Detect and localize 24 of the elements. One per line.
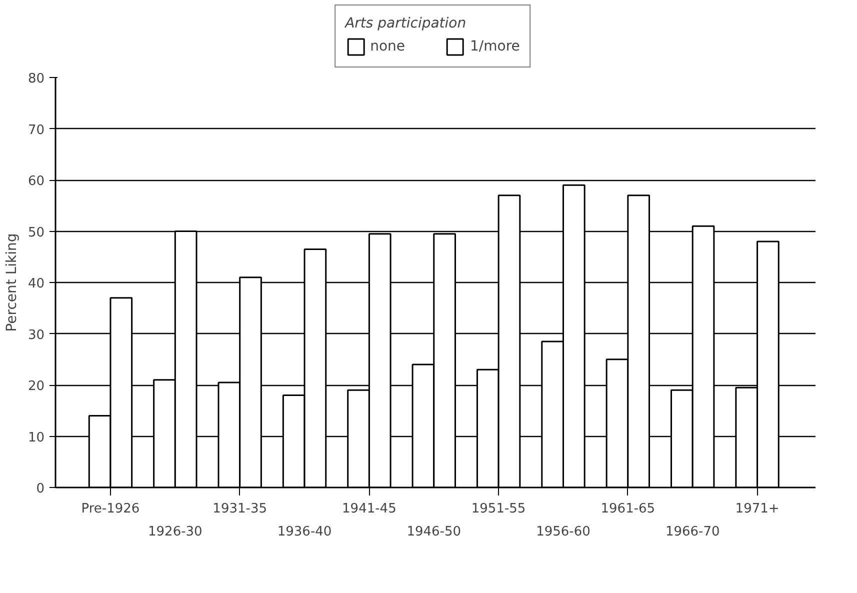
y-tick-label: 70 [28, 122, 45, 138]
y-tick-label: 50 [28, 225, 45, 240]
x-tick-label: 1941-45 [342, 502, 396, 516]
y-tick-label: 0 [36, 482, 45, 496]
y-tick-label: 10 [28, 430, 45, 446]
x-tick-label: 1931-35 [212, 502, 268, 516]
x-tick-label: 1946-50 [406, 524, 462, 540]
legend-label: 1/more [470, 38, 520, 54]
y-axis-title: Percent Liking [4, 233, 20, 332]
x-tick-label: 1951-55 [471, 502, 526, 516]
x-tick-label: 1966-70 [665, 524, 720, 540]
x-tick-label: 1971+ [735, 502, 780, 516]
legend-title: Arts participation [345, 16, 468, 32]
x-tick-label: 1926-30 [148, 524, 202, 540]
y-tick-label: 60 [28, 174, 45, 189]
x-tick-label: 1936-40 [277, 524, 332, 540]
y-tick-label: 80 [28, 72, 45, 86]
legend-label: none [370, 38, 406, 54]
x-tick-label: Pre-1926 [81, 502, 140, 516]
y-tick-label: 30 [28, 328, 45, 343]
y-tick-label: 40 [28, 276, 45, 292]
x-tick-label: 1961-65 [600, 502, 656, 516]
x-tick-label: 1956-60 [536, 524, 590, 540]
y-tick-label: 20 [28, 379, 45, 394]
